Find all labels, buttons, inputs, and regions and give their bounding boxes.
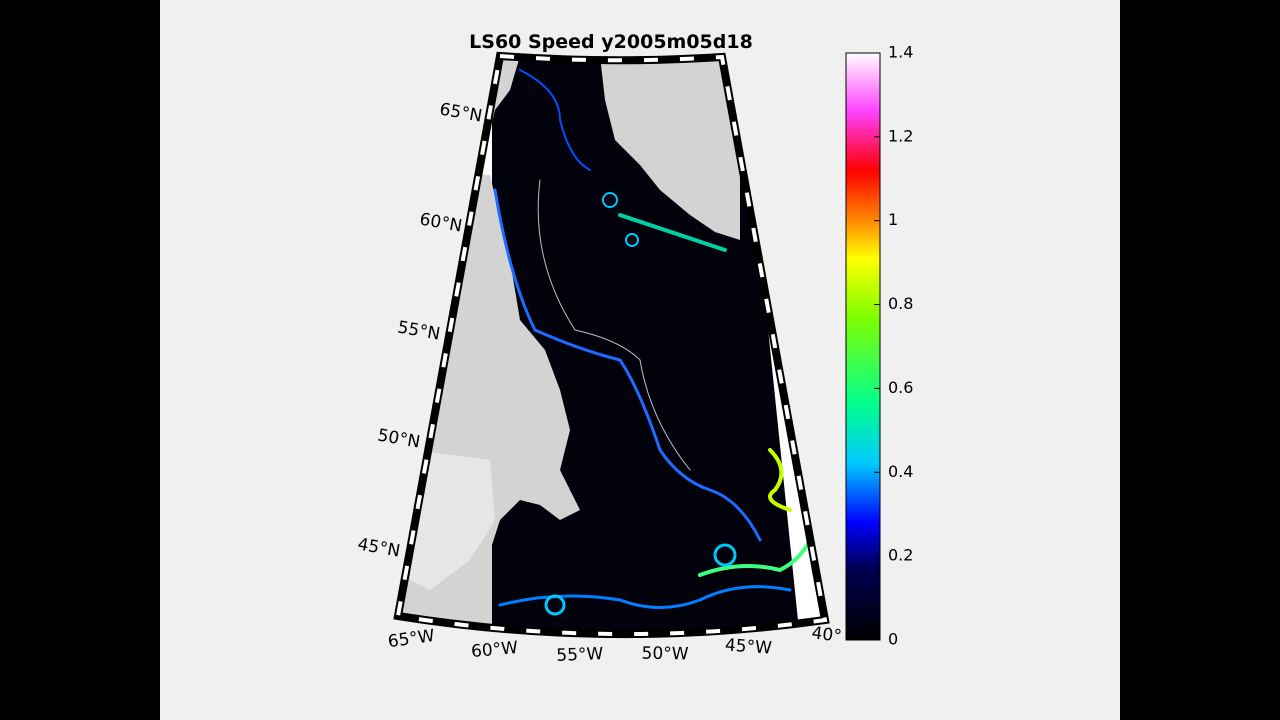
colorbar-tick-label: 1 xyxy=(888,210,898,229)
colorbar-tick-label: 0.2 xyxy=(888,546,913,565)
title: LS60 Speed y2005m05d18 xyxy=(469,31,753,53)
colorbar-tick-label: 1.4 xyxy=(888,43,913,62)
colorbar-tick-label: 0.8 xyxy=(888,294,913,313)
currents xyxy=(493,69,812,616)
map-frame-ticks xyxy=(395,53,828,637)
colorbar-tick-label: 1.2 xyxy=(888,126,913,145)
colorbar xyxy=(845,52,881,641)
colorbar-tick-label: 0.6 xyxy=(888,378,913,397)
colorbar-tick-label: 0 xyxy=(888,630,898,649)
colorbar-tick-label: 0.4 xyxy=(888,462,913,481)
lon-label: 60°W xyxy=(470,638,519,662)
land xyxy=(600,56,740,240)
land xyxy=(410,450,495,590)
lon-label: 40° xyxy=(810,623,842,647)
lon-label: 50°W xyxy=(641,644,688,665)
lon-label: 55°W xyxy=(556,644,604,666)
lon-label: 45°W xyxy=(724,635,772,658)
